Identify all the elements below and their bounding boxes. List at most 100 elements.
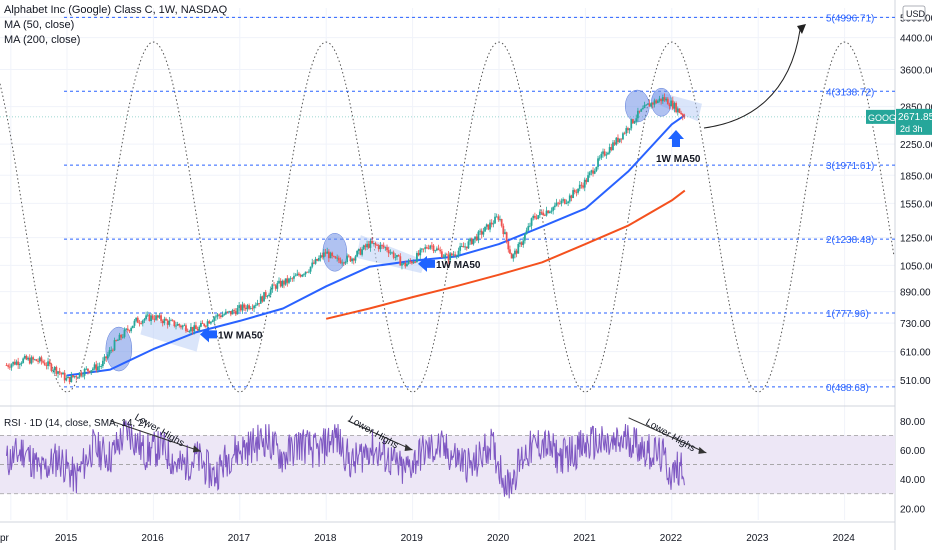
candle-body	[509, 249, 511, 254]
candle-body	[600, 153, 603, 158]
candle-body	[641, 108, 644, 110]
candle-body	[680, 112, 683, 114]
candle-body	[445, 254, 448, 256]
candle-body	[469, 238, 471, 242]
candle-body	[475, 236, 478, 241]
candle-body	[70, 375, 73, 383]
legend-ma200[interactable]: MA (200, close)	[4, 34, 81, 46]
markers	[0, 24, 895, 343]
candle-body	[455, 255, 458, 257]
candle-body	[213, 317, 216, 321]
x-tick-label: 2022	[660, 533, 683, 544]
candle-body	[279, 280, 282, 287]
candle-body	[622, 133, 624, 140]
candle-body	[62, 372, 64, 375]
candle-body	[671, 100, 674, 109]
candle-body	[392, 252, 395, 258]
rsi-title[interactable]: RSI · 1D (14, close, SMA, 14, 2)	[4, 418, 147, 429]
candle-body	[324, 252, 327, 254]
candle-body	[23, 355, 26, 359]
candle-body	[337, 257, 340, 261]
candle-body	[78, 372, 81, 378]
candle-body	[115, 340, 118, 341]
legend-ma50[interactable]: MA (50, close)	[4, 19, 75, 31]
candle-body	[168, 320, 171, 325]
candle-body	[543, 215, 546, 216]
candle-body	[369, 240, 372, 248]
candle-body	[490, 222, 493, 225]
candle-body	[238, 305, 241, 309]
candle-body	[459, 246, 462, 251]
candle-body	[515, 250, 518, 254]
candle-body	[306, 271, 309, 273]
candle-body	[558, 203, 561, 204]
candle-body	[482, 231, 485, 235]
candle-body	[613, 142, 616, 145]
candle-body	[505, 232, 508, 242]
candle-body	[623, 133, 626, 135]
candle-body	[557, 202, 560, 204]
candle-body	[645, 104, 648, 106]
candle-body	[371, 240, 373, 244]
candle-body	[298, 273, 300, 276]
candle-body	[681, 113, 684, 117]
candle-body	[32, 357, 35, 360]
candle-body	[170, 320, 172, 322]
candle-body	[92, 368, 94, 371]
candle-body	[389, 252, 392, 254]
candle-body	[248, 305, 251, 309]
candle-body	[331, 252, 334, 256]
candle-body	[356, 250, 359, 257]
candle-body	[351, 258, 354, 262]
candle-body	[449, 253, 452, 261]
candle-body	[607, 152, 609, 155]
candle-body	[211, 320, 214, 322]
candle-body	[229, 311, 232, 315]
candle-body	[628, 128, 631, 131]
candle-body	[364, 245, 367, 248]
candle-body	[100, 366, 103, 367]
candle-body	[359, 248, 362, 255]
candle-body	[116, 340, 119, 341]
candle-body	[615, 137, 618, 145]
candle-body	[15, 361, 18, 365]
candle-body	[316, 258, 319, 261]
candle-body	[402, 262, 405, 264]
candle-body	[605, 154, 608, 156]
candle-body	[396, 254, 398, 257]
candle-body	[108, 350, 111, 355]
candle-body	[520, 242, 523, 245]
candle-body	[487, 224, 490, 230]
candle-body	[284, 278, 287, 285]
candle-body	[113, 340, 116, 351]
candle-body	[42, 361, 44, 363]
y-tick-label: 1250.00	[900, 234, 932, 245]
candle-body	[416, 253, 418, 263]
x-tick-label: pr	[0, 533, 10, 544]
rsi-y-tick-label: 20.00	[900, 504, 925, 515]
candle-body	[474, 236, 476, 240]
candle-body	[37, 361, 39, 362]
currency-badge	[902, 5, 926, 21]
candle-body	[354, 256, 357, 261]
candle-body	[495, 216, 498, 218]
candle-body	[504, 232, 506, 235]
candle-body	[308, 271, 310, 273]
candle-body	[437, 248, 440, 250]
candle-body	[258, 303, 260, 305]
candle-body	[381, 245, 383, 246]
candle-body	[278, 280, 280, 284]
candle-body	[321, 255, 324, 258]
candle-body	[254, 305, 257, 307]
candle-body	[560, 200, 563, 204]
candle-body	[583, 179, 586, 188]
candle-body	[425, 247, 428, 249]
candle-body	[653, 100, 656, 105]
candle-body	[141, 320, 144, 324]
candle-body	[148, 314, 151, 322]
candle-body	[427, 248, 430, 249]
candle-body	[666, 98, 669, 105]
candle-body	[188, 331, 191, 332]
candle-body	[573, 190, 576, 193]
sine-cycle-line	[0, 41, 895, 393]
